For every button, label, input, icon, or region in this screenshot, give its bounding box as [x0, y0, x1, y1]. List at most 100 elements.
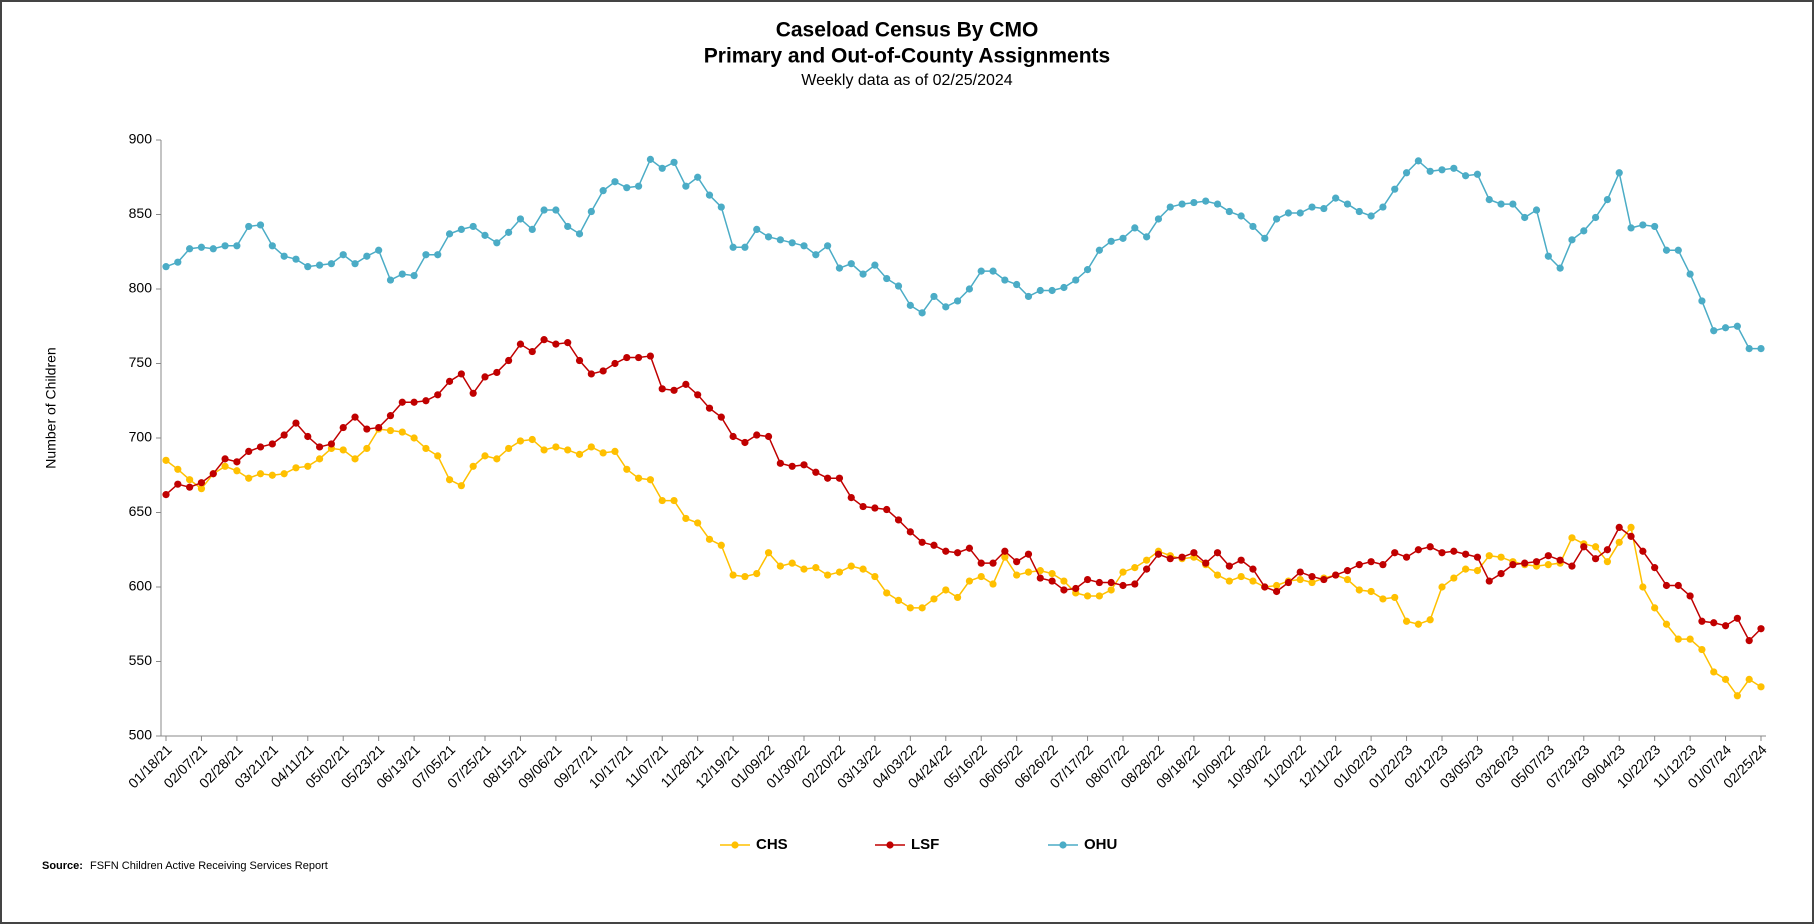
point	[1674, 635, 1682, 643]
point	[894, 596, 903, 605]
point	[670, 386, 678, 394]
point	[540, 336, 548, 344]
point	[1450, 574, 1458, 582]
y-tick-label: 600	[129, 578, 153, 594]
point	[1001, 547, 1009, 555]
point	[481, 452, 489, 460]
point	[741, 438, 749, 447]
point	[245, 447, 253, 456]
point	[989, 580, 997, 588]
point	[741, 572, 749, 581]
point	[1651, 564, 1659, 572]
point	[930, 541, 938, 549]
point	[1060, 577, 1068, 585]
point	[1686, 270, 1694, 278]
point	[469, 462, 477, 470]
point	[528, 435, 536, 444]
point	[1438, 166, 1446, 174]
point	[351, 413, 359, 421]
point	[965, 285, 974, 293]
point	[1402, 617, 1411, 625]
point	[646, 476, 655, 484]
point	[1485, 552, 1493, 560]
point	[977, 267, 985, 275]
point	[1662, 581, 1671, 590]
legend-label: OHU	[1084, 836, 1117, 853]
point	[1367, 212, 1375, 220]
legend-label: CHS	[756, 836, 788, 853]
point	[1544, 252, 1552, 260]
point	[1462, 565, 1470, 573]
point	[434, 251, 442, 259]
point	[1131, 224, 1139, 232]
point	[1048, 286, 1056, 295]
chart-title: Caseload Census By CMO	[776, 19, 1039, 42]
point	[658, 164, 666, 172]
point	[516, 340, 525, 348]
point	[812, 251, 820, 259]
point	[1072, 584, 1080, 593]
point	[764, 549, 773, 557]
point	[1391, 593, 1399, 602]
point	[1083, 266, 1092, 274]
point	[729, 432, 737, 441]
point	[682, 514, 690, 523]
point	[705, 404, 714, 412]
point	[410, 434, 418, 442]
point	[847, 260, 855, 268]
point	[930, 292, 938, 301]
point	[1568, 236, 1576, 244]
point	[694, 519, 702, 527]
point	[174, 480, 182, 488]
point	[883, 589, 891, 597]
point	[1426, 543, 1434, 551]
point	[611, 447, 619, 456]
point	[1202, 559, 1210, 567]
point	[812, 564, 820, 572]
point	[315, 455, 324, 463]
point	[1686, 635, 1694, 643]
point	[445, 230, 454, 238]
point	[977, 559, 985, 567]
point	[705, 535, 714, 543]
point	[528, 225, 536, 233]
point	[505, 356, 513, 365]
point	[162, 456, 170, 464]
point	[1143, 565, 1151, 573]
point	[859, 565, 867, 573]
point	[776, 459, 784, 467]
point	[1213, 549, 1222, 557]
point	[682, 380, 690, 388]
point	[233, 242, 241, 250]
y-tick-label: 850	[129, 205, 153, 221]
point	[1261, 583, 1269, 591]
point	[445, 377, 454, 385]
point	[280, 470, 288, 478]
point	[694, 173, 702, 181]
point	[1048, 569, 1056, 578]
point	[457, 370, 465, 378]
point	[1391, 185, 1399, 193]
point	[351, 260, 359, 268]
point	[221, 462, 229, 470]
point	[705, 191, 714, 199]
point	[1674, 246, 1682, 254]
point	[1237, 212, 1245, 220]
point	[1627, 224, 1635, 232]
point	[1438, 583, 1446, 591]
point	[375, 246, 383, 254]
point	[1355, 586, 1363, 594]
point	[1225, 562, 1233, 570]
y-tick-label: 500	[129, 727, 153, 743]
point	[835, 264, 844, 272]
point	[1639, 221, 1647, 229]
point	[481, 373, 489, 381]
source-label: Source:	[42, 860, 83, 872]
point	[1591, 543, 1600, 551]
point	[977, 572, 985, 581]
point	[1060, 586, 1068, 594]
point	[256, 470, 265, 478]
point	[1343, 200, 1352, 208]
point	[1591, 555, 1600, 563]
point	[564, 446, 572, 454]
